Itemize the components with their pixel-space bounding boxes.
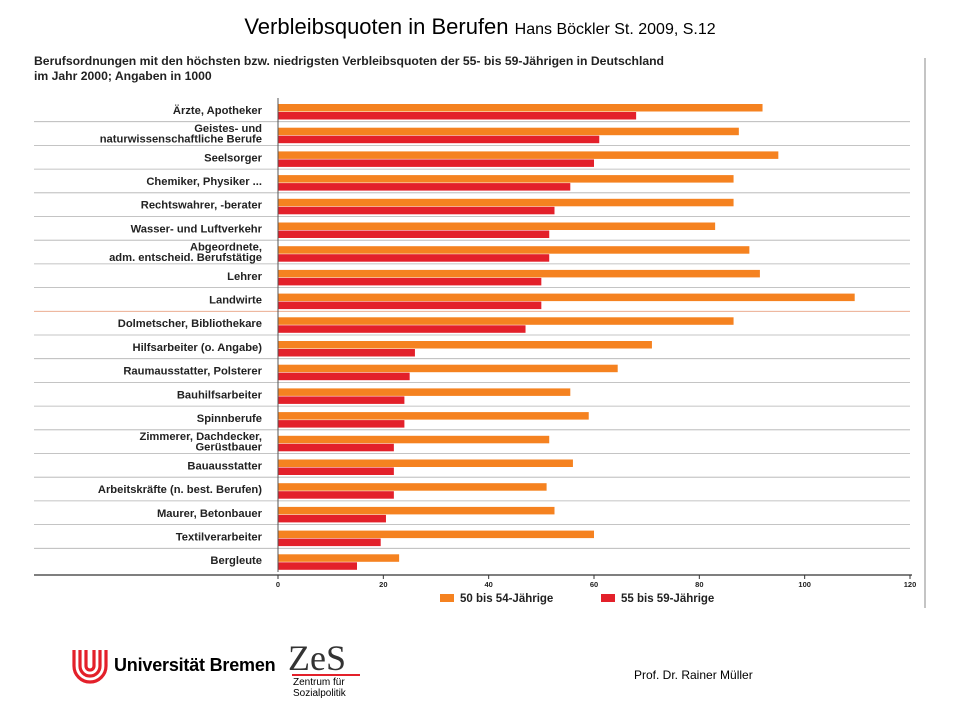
bar-age-50-54 <box>278 104 763 112</box>
bar-age-55-59 <box>278 159 594 167</box>
category-label: Textilverarbeiter <box>176 531 263 543</box>
category-label: Bergleute <box>210 555 262 567</box>
bar-age-50-54 <box>278 175 734 183</box>
slide-title-source: Hans Böckler St. 2009, S.12 <box>514 21 716 38</box>
x-tick-label: 20 <box>379 580 387 589</box>
slide-title: Verbleibsquoten in Berufen Hans Böckler … <box>0 14 960 40</box>
category-label: Bauhilfsarbeiter <box>177 389 263 401</box>
zes-subtitle-line1: Zentrum für <box>293 677 345 688</box>
bar-age-50-54 <box>278 341 652 349</box>
legend-label: 55 bis 59-Jährige <box>621 593 714 605</box>
x-tick-label: 100 <box>798 580 811 589</box>
zes-logo-icon: ZeS <box>288 640 360 678</box>
category-label: Lehrer <box>227 271 262 283</box>
bar-age-50-54 <box>278 151 779 159</box>
category-label: Arbeitskräfte (n. best. Berufen) <box>98 484 262 496</box>
x-tick-label: 120 <box>904 580 917 589</box>
bar-age-50-54 <box>278 435 550 444</box>
bar-age-55-59 <box>278 183 571 191</box>
category-label: Maurer, Betonbauer <box>157 508 263 520</box>
bar-age-55-59 <box>278 396 405 404</box>
bar-age-50-54 <box>278 554 400 562</box>
category-label: Zimmerer, Dachdecker, <box>139 431 262 443</box>
category-label: Chemiker, Physiker ... <box>146 176 262 188</box>
university-name: Universität Bremen <box>114 655 276 675</box>
category-label: Raumausstatter, Polsterer <box>123 366 262 378</box>
category-label: naturwissenschaftliche Berufe <box>100 134 262 146</box>
bar-age-55-59 <box>278 349 415 357</box>
bar-age-50-54 <box>278 483 547 491</box>
bar-age-50-54 <box>278 222 716 230</box>
category-label: Dolmetscher, Bibliothekare <box>118 318 262 330</box>
zes-logo-text: ZeS <box>288 640 346 678</box>
bar-age-50-54 <box>278 317 734 325</box>
bar-age-55-59 <box>278 562 357 570</box>
bar-age-55-59 <box>278 112 637 120</box>
legend-label: 50 bis 54-Jährige <box>460 593 553 605</box>
bar-age-55-59 <box>278 325 526 333</box>
category-label: Landwirte <box>209 294 262 306</box>
bar-age-50-54 <box>278 269 760 278</box>
bar-age-55-59 <box>278 514 386 523</box>
bar-age-55-59 <box>278 467 394 475</box>
category-label: Spinnberufe <box>197 413 262 425</box>
bar-age-55-59 <box>278 538 381 547</box>
university-bremen-logo-icon <box>72 650 108 684</box>
legend-swatch <box>601 594 615 602</box>
chart-title-line1: Berufsordnungen mit den höchsten bzw. ni… <box>34 54 664 68</box>
bar-age-55-59 <box>278 301 542 310</box>
category-label: Hilfsarbeiter (o. Angabe) <box>132 342 262 354</box>
bar-age-55-59 <box>278 135 600 144</box>
category-label: Seelsorger <box>204 152 262 164</box>
category-label: Rechtswahrer, -berater <box>141 200 263 212</box>
bar-age-55-59 <box>278 443 394 452</box>
bar-age-55-59 <box>278 372 410 381</box>
legend-swatch <box>440 594 454 602</box>
bar-age-50-54 <box>278 506 555 515</box>
bar-age-50-54 <box>278 127 739 136</box>
bar-age-50-54 <box>278 459 573 467</box>
category-label: Bauausstatter <box>187 460 262 472</box>
bar-age-50-54 <box>278 388 571 396</box>
x-tick-label: 80 <box>695 580 703 589</box>
category-label: Abgeordnete, <box>190 242 262 254</box>
x-tick-label: 40 <box>484 580 492 589</box>
category-label: Gerüstbauer <box>195 442 262 454</box>
bar-age-50-54 <box>278 530 594 539</box>
bar-age-50-54 <box>278 412 589 420</box>
x-tick-label: 0 <box>276 580 280 589</box>
bar-age-50-54 <box>278 246 750 254</box>
bar-age-55-59 <box>278 254 550 262</box>
bar-age-50-54 <box>278 364 618 373</box>
author-name: Prof. Dr. Rainer Müller <box>634 668 753 682</box>
category-label: Geistes- und <box>194 123 262 135</box>
bar-age-55-59 <box>278 491 394 499</box>
slide-title-main: Verbleibsquoten in Berufen <box>244 14 509 39</box>
zes-subtitle: Zentrum für Sozialpolitik <box>293 677 346 699</box>
bar-age-55-59 <box>278 277 542 286</box>
x-tick-label: 60 <box>590 580 598 589</box>
category-label: Ärzte, Apotheker <box>173 104 263 117</box>
category-label: adm. entscheid. Berufstätige <box>109 252 262 264</box>
zes-subtitle-line2: Sozialpolitik <box>293 688 346 699</box>
bar-age-55-59 <box>278 420 405 428</box>
chart-title-line2: im Jahr 2000; Angaben in 1000 <box>34 69 212 83</box>
bar-age-55-59 <box>278 230 550 238</box>
bar-age-50-54 <box>278 198 734 207</box>
bar-age-55-59 <box>278 206 555 215</box>
bar-age-50-54 <box>278 293 855 302</box>
category-label: Wasser- und Luftverkehr <box>131 223 263 235</box>
